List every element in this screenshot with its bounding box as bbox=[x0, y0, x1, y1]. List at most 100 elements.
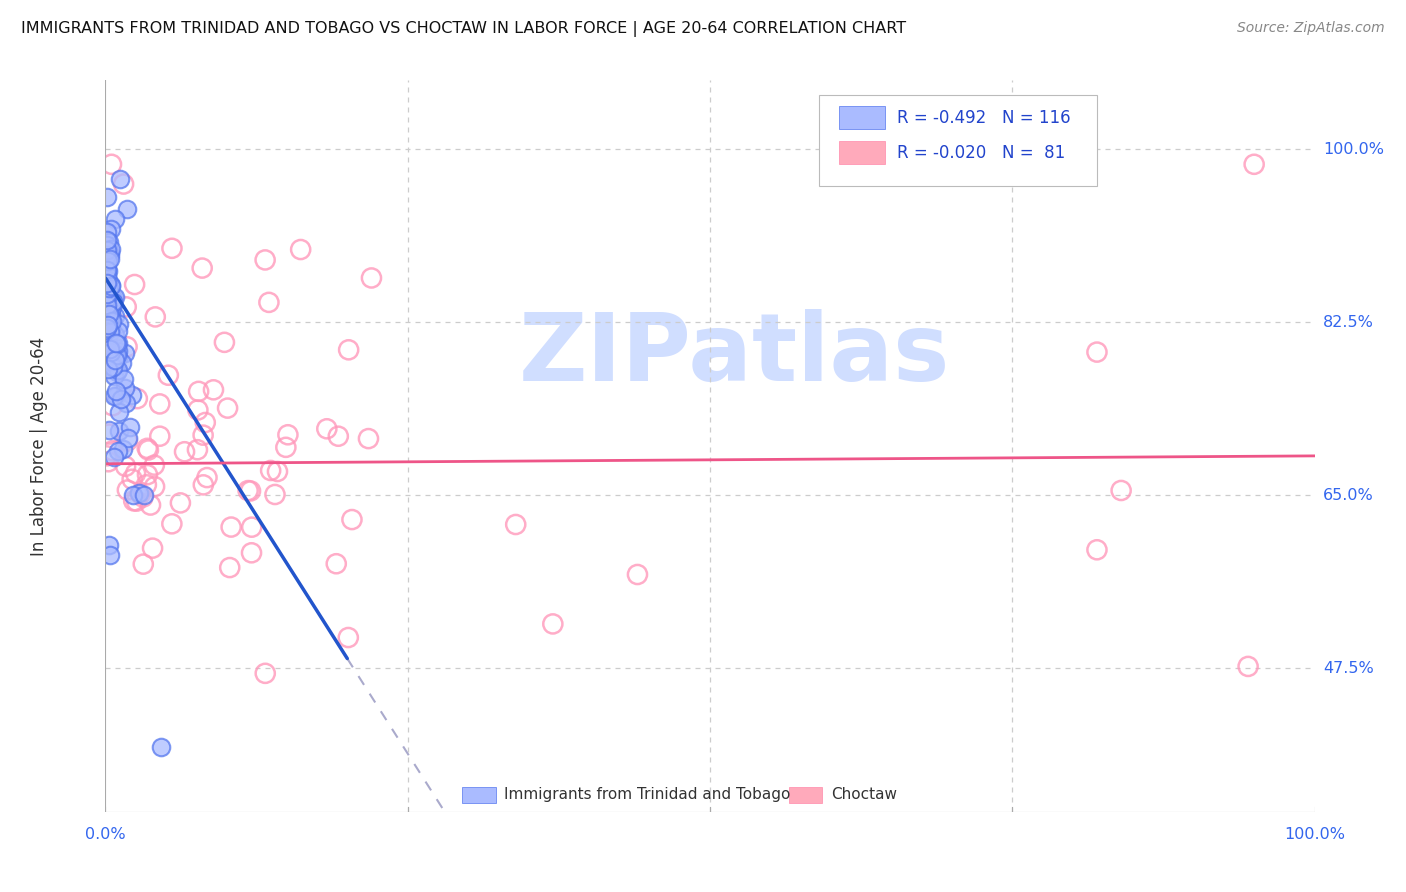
Point bbox=[115, 300, 138, 314]
Point bbox=[254, 252, 277, 267]
Point bbox=[173, 444, 195, 458]
Point bbox=[117, 483, 139, 497]
Text: 82.5%: 82.5% bbox=[1323, 315, 1374, 330]
FancyBboxPatch shape bbox=[818, 95, 1097, 186]
Point bbox=[96, 311, 118, 326]
Point bbox=[135, 477, 157, 491]
Point bbox=[1085, 345, 1108, 359]
Point bbox=[139, 498, 162, 512]
Point bbox=[96, 248, 118, 262]
Point bbox=[136, 467, 159, 482]
Point bbox=[360, 271, 382, 285]
Point bbox=[191, 261, 214, 276]
Text: 65.0%: 65.0% bbox=[1323, 488, 1374, 503]
Point bbox=[96, 313, 118, 327]
Point bbox=[121, 488, 143, 502]
Point bbox=[97, 253, 120, 268]
Point bbox=[103, 290, 125, 304]
Point bbox=[103, 389, 125, 403]
Point bbox=[96, 233, 118, 247]
Point bbox=[97, 318, 120, 332]
Point bbox=[340, 512, 363, 526]
Point bbox=[96, 324, 118, 338]
Text: ZIPatlas: ZIPatlas bbox=[519, 309, 950, 401]
Point bbox=[325, 557, 347, 571]
Point bbox=[114, 345, 136, 359]
Point bbox=[98, 427, 121, 442]
Point bbox=[264, 487, 287, 501]
Point bbox=[103, 450, 125, 464]
Point bbox=[1085, 542, 1108, 557]
Point bbox=[96, 336, 118, 351]
Point bbox=[1243, 157, 1265, 171]
Point bbox=[112, 372, 135, 386]
Point bbox=[541, 616, 564, 631]
Point bbox=[96, 320, 118, 334]
Point bbox=[96, 225, 118, 239]
Point bbox=[142, 541, 165, 556]
Point bbox=[121, 388, 143, 402]
Point bbox=[97, 336, 120, 351]
Point bbox=[115, 202, 138, 216]
Point bbox=[100, 308, 122, 322]
Text: 100.0%: 100.0% bbox=[1323, 142, 1384, 157]
Point bbox=[1109, 483, 1132, 498]
Point bbox=[124, 467, 146, 481]
Point bbox=[114, 459, 136, 474]
Point bbox=[103, 368, 125, 383]
Point bbox=[98, 235, 121, 249]
Point bbox=[236, 483, 259, 498]
Point bbox=[100, 245, 122, 260]
Point bbox=[107, 404, 129, 418]
FancyBboxPatch shape bbox=[839, 141, 886, 164]
Point bbox=[97, 361, 120, 376]
Point bbox=[505, 517, 527, 532]
Point bbox=[100, 295, 122, 310]
Point bbox=[187, 403, 209, 417]
Point bbox=[122, 493, 145, 508]
Point bbox=[337, 343, 360, 357]
Point bbox=[100, 321, 122, 335]
Point bbox=[112, 177, 135, 191]
Point bbox=[101, 294, 124, 309]
Point bbox=[100, 314, 122, 328]
Point bbox=[96, 249, 118, 263]
Point bbox=[124, 277, 146, 292]
Point bbox=[96, 302, 118, 317]
Point bbox=[96, 244, 118, 258]
Point bbox=[194, 416, 217, 430]
Point bbox=[105, 388, 128, 402]
Text: 100.0%: 100.0% bbox=[1284, 827, 1346, 841]
Point bbox=[100, 279, 122, 293]
Point bbox=[98, 248, 121, 262]
Point bbox=[96, 449, 118, 463]
Point bbox=[107, 324, 129, 338]
Point bbox=[98, 311, 121, 326]
Point bbox=[315, 422, 337, 436]
Point bbox=[97, 343, 120, 357]
Text: Source: ZipAtlas.com: Source: ZipAtlas.com bbox=[1237, 21, 1385, 35]
Point bbox=[187, 384, 209, 399]
Point bbox=[1237, 659, 1260, 673]
Point bbox=[104, 349, 127, 363]
Point bbox=[115, 340, 138, 354]
Point bbox=[149, 397, 172, 411]
Point bbox=[107, 350, 129, 364]
Point bbox=[98, 548, 121, 562]
Point bbox=[217, 401, 239, 416]
Point bbox=[98, 325, 121, 339]
Point bbox=[100, 157, 122, 171]
Point bbox=[100, 221, 122, 235]
Point bbox=[96, 261, 118, 276]
Text: Immigrants from Trinidad and Tobago: Immigrants from Trinidad and Tobago bbox=[505, 788, 790, 803]
Point bbox=[101, 294, 124, 309]
Point bbox=[138, 442, 160, 457]
Point bbox=[186, 442, 208, 457]
Point bbox=[108, 172, 131, 186]
Point bbox=[96, 291, 118, 305]
Point bbox=[219, 520, 242, 534]
Point bbox=[104, 352, 127, 367]
Point bbox=[160, 241, 183, 255]
Point bbox=[112, 442, 135, 457]
Point bbox=[101, 298, 124, 312]
